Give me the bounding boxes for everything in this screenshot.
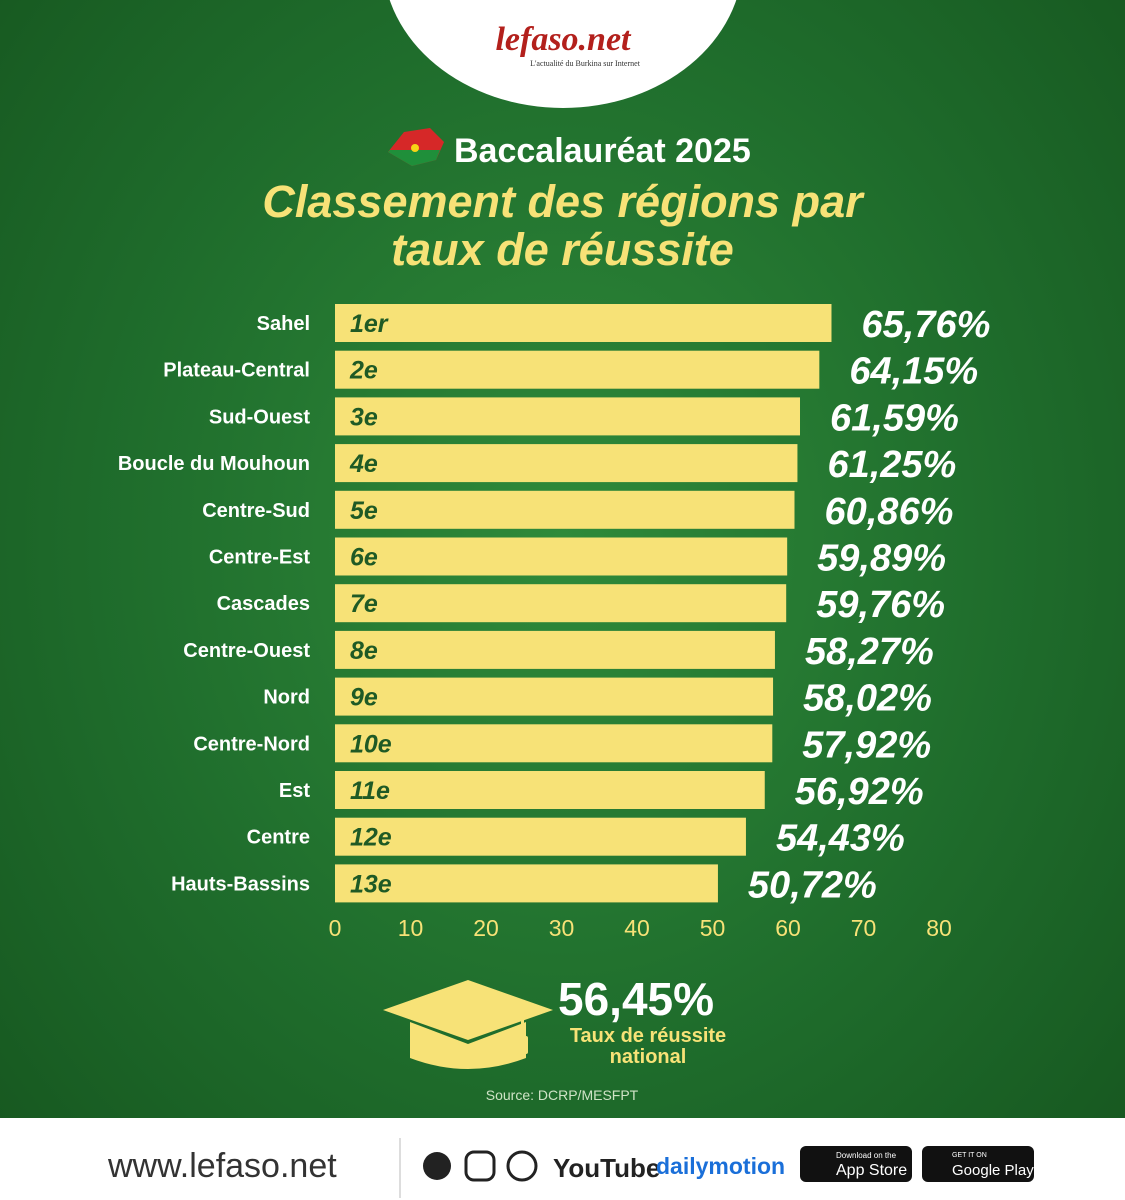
x-tick-label: 80 [926,915,952,941]
category-label: Centre-Ouest [183,640,310,662]
grad-cap [383,980,553,1069]
rank-label: 2e [349,357,378,385]
value-label: 58,02% [803,678,932,720]
rank-label: 3e [350,403,378,431]
bar [335,677,774,716]
x-tick-label: 20 [473,915,499,941]
category-label: Sud-Ouest [209,406,310,428]
value-label: 64,15% [849,351,978,393]
category-label: Nord [263,687,310,709]
value-label: 50,72% [748,864,877,906]
rank-label: 7e [350,590,378,618]
rank-label: 8e [350,637,378,665]
x-tick-label: 60 [775,915,801,941]
bar [335,537,788,576]
logo: lefaso.net [495,21,632,58]
value-label: 61,59% [830,397,959,439]
googleplay-small: GET IT ON [952,1152,987,1159]
category-label: Cascades [217,593,310,615]
logo-badge [389,0,737,108]
national-value: 56,45% [558,973,715,1025]
x-tick-label: 10 [398,915,424,941]
dailymotion[interactable]: dailymotion [656,1153,785,1179]
category-label: Est [279,780,310,802]
value-label: 58,27% [805,631,934,673]
bar [335,490,795,529]
x-tick-label: 30 [549,915,575,941]
website: www.lefaso.net [107,1147,337,1185]
category-label: Plateau-Central [163,360,310,382]
bar [335,817,746,856]
rank-label: 9e [350,684,378,712]
value-label: 60,86% [824,491,953,533]
rank-label: 4e [349,450,378,478]
appstore-small: Download on the [836,1151,897,1160]
bar [335,350,820,389]
x-tick-label: 40 [624,915,650,941]
category-label: Sahel [257,313,310,335]
value-label: 57,92% [802,724,931,766]
category-label: Centre [247,827,310,849]
appstore-badge[interactable] [800,1146,912,1182]
chart-title: Baccalauréat 2025 [454,132,751,170]
chart-subtitle: Classement des régions par taux de réuss… [262,176,863,275]
rank-label: 13e [350,870,392,898]
x-tick-label: 70 [851,915,877,941]
category-label: Hauts-Bassins [171,873,310,895]
rank-label: 6e [350,544,378,572]
facebook-icon[interactable] [423,1152,451,1180]
rank-label: 10e [350,730,392,758]
value-label: 65,76% [861,304,990,346]
rank-label: 1er [350,310,389,338]
rank-label: 11e [350,777,390,805]
x-tick-label: 0 [329,915,342,941]
bar [335,584,787,623]
category-label: Boucle du Mouhoun [118,453,310,475]
bar [335,397,801,436]
category-label: Centre-Est [209,547,310,569]
value-label: 54,43% [776,818,905,860]
instagram-icon[interactable] [464,1150,496,1182]
category-label: Centre-Nord [193,733,310,755]
bar [335,630,775,669]
value-label: 59,76% [816,584,945,626]
bar [335,724,773,763]
x-tick-label: 50 [700,915,726,941]
twitter-icon[interactable] [506,1150,538,1182]
bar [335,444,798,483]
value-label: 61,25% [827,444,956,486]
value-label: 56,92% [795,771,924,813]
national-label: Taux de réussite national [569,1025,727,1068]
appstore: App Store [836,1162,907,1179]
youtube[interactable]: YouTube [553,1153,660,1183]
bar [335,304,832,342]
category-label: Centre-Sud [202,500,310,522]
bar [335,771,765,809]
logo-tagline: L'actualité du Burkina sur Internet [530,59,641,68]
source: Source: DCRP/MESFPT [486,1087,639,1103]
bar [335,864,718,903]
flag [388,128,444,166]
rank-label: 5e [350,497,378,525]
value-label: 59,89% [817,538,946,580]
rank-label: 12e [350,824,392,852]
googleplay-badge[interactable] [922,1146,1034,1182]
googleplay: Google Play [952,1162,1034,1179]
